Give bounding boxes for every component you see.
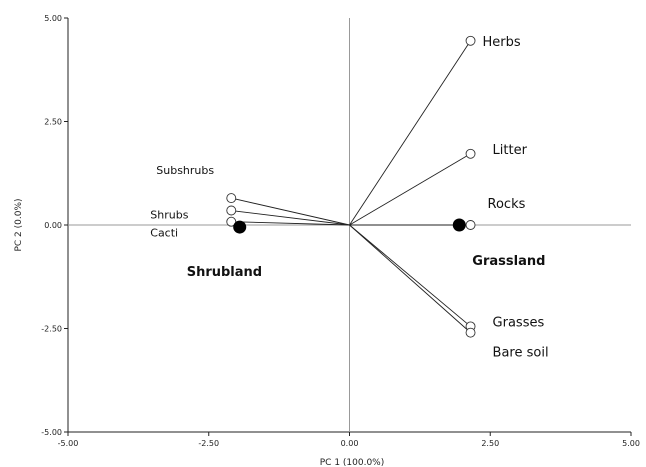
y-tick-label: -5.00 — [41, 428, 62, 437]
site-markers — [233, 218, 466, 234]
x-axis-title: PC 1 (100.0%) — [320, 458, 385, 467]
variable-label: Litter — [493, 143, 528, 158]
y-tick-label: 5.00 — [44, 14, 62, 23]
x-tick-label: 0.00 — [341, 439, 359, 448]
vector-line — [349, 224, 471, 327]
x-tick-label: 5.00 — [622, 439, 640, 448]
y-tick-label: 0.00 — [44, 221, 62, 230]
variable-point — [226, 216, 237, 227]
variable-point — [226, 193, 237, 204]
variable-vectors — [226, 35, 476, 338]
x-tick-label: -5.00 — [58, 439, 79, 448]
y-tick-label: -2.50 — [41, 325, 62, 334]
vector-line — [349, 224, 471, 333]
vector-line — [349, 153, 471, 226]
variable-label: Subshrubs — [156, 164, 214, 177]
variable-label: Bare soil — [493, 346, 549, 361]
variable-point — [465, 148, 476, 159]
y-tick-label: 2.50 — [44, 118, 62, 127]
vector-line — [231, 221, 350, 226]
variable-point — [465, 327, 476, 338]
variable-label: Herbs — [483, 35, 521, 50]
axis-ticks: -5.00 -2.50 0.00 2.50 5.00 5.00 2.50 0.00 -2.50 -… — [41, 14, 640, 448]
site-label: Shrubland — [187, 265, 262, 280]
variable-label: Shrubs — [150, 209, 188, 222]
variable-point — [465, 35, 476, 46]
x-tick-label: 2.50 — [481, 439, 499, 448]
vector-line — [231, 197, 350, 226]
site-point — [452, 218, 466, 232]
chart-labels: Herbs Litter Rocks Grasses Bare soil Subshrub… — [150, 35, 548, 361]
variable-point — [465, 220, 476, 230]
y-axis-title: PC 2 (0.0%) — [14, 198, 24, 251]
variable-label: Grasses — [493, 315, 545, 330]
x-tick-label: -2.50 — [198, 439, 219, 448]
vector-line — [231, 210, 350, 226]
variable-point — [226, 205, 237, 216]
variable-label: Cacti — [150, 227, 178, 240]
site-point — [233, 220, 247, 234]
variable-label: Rocks — [488, 197, 526, 212]
vector-line — [349, 40, 471, 226]
site-label: Grassland — [472, 254, 545, 269]
